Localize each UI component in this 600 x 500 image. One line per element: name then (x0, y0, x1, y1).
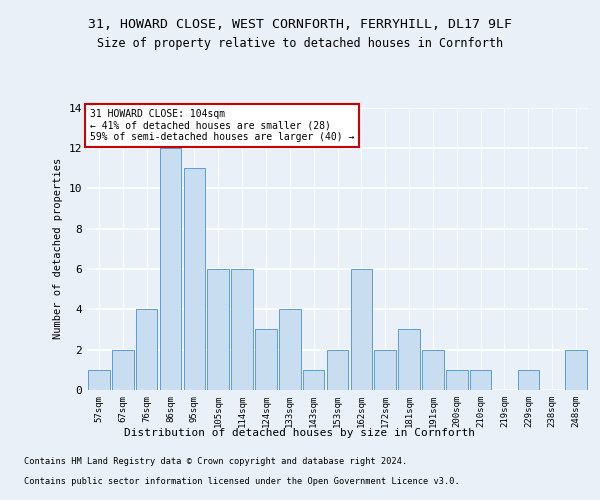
Bar (112, 350, 134, 390)
Text: Contains public sector information licensed under the Open Government Licence v3: Contains public sector information licen… (24, 477, 460, 486)
Bar (398, 330, 420, 390)
Text: Contains HM Land Registry data © Crown copyright and database right 2024.: Contains HM Land Registry data © Crown c… (24, 457, 407, 466)
Bar (518, 370, 539, 390)
Bar (184, 168, 205, 390)
Bar (422, 350, 443, 390)
Bar (255, 330, 277, 390)
Text: 31, HOWARD CLOSE, WEST CORNFORTH, FERRYHILL, DL17 9LF: 31, HOWARD CLOSE, WEST CORNFORTH, FERRYH… (88, 18, 512, 30)
Bar (136, 310, 157, 390)
Bar (279, 310, 301, 390)
Text: Size of property relative to detached houses in Cornforth: Size of property relative to detached ho… (97, 38, 503, 51)
Bar (470, 370, 491, 390)
Bar (208, 269, 229, 390)
Bar (327, 350, 348, 390)
Bar (303, 370, 325, 390)
Text: 31 HOWARD CLOSE: 104sqm
← 41% of detached houses are smaller (28)
59% of semi-de: 31 HOWARD CLOSE: 104sqm ← 41% of detache… (89, 109, 354, 142)
Bar (160, 148, 181, 390)
Bar (446, 370, 467, 390)
Bar (88, 370, 110, 390)
Bar (232, 269, 253, 390)
Text: Distribution of detached houses by size in Cornforth: Distribution of detached houses by size … (125, 428, 476, 438)
Bar (565, 350, 587, 390)
Bar (350, 269, 372, 390)
Y-axis label: Number of detached properties: Number of detached properties (53, 158, 63, 340)
Bar (374, 350, 396, 390)
